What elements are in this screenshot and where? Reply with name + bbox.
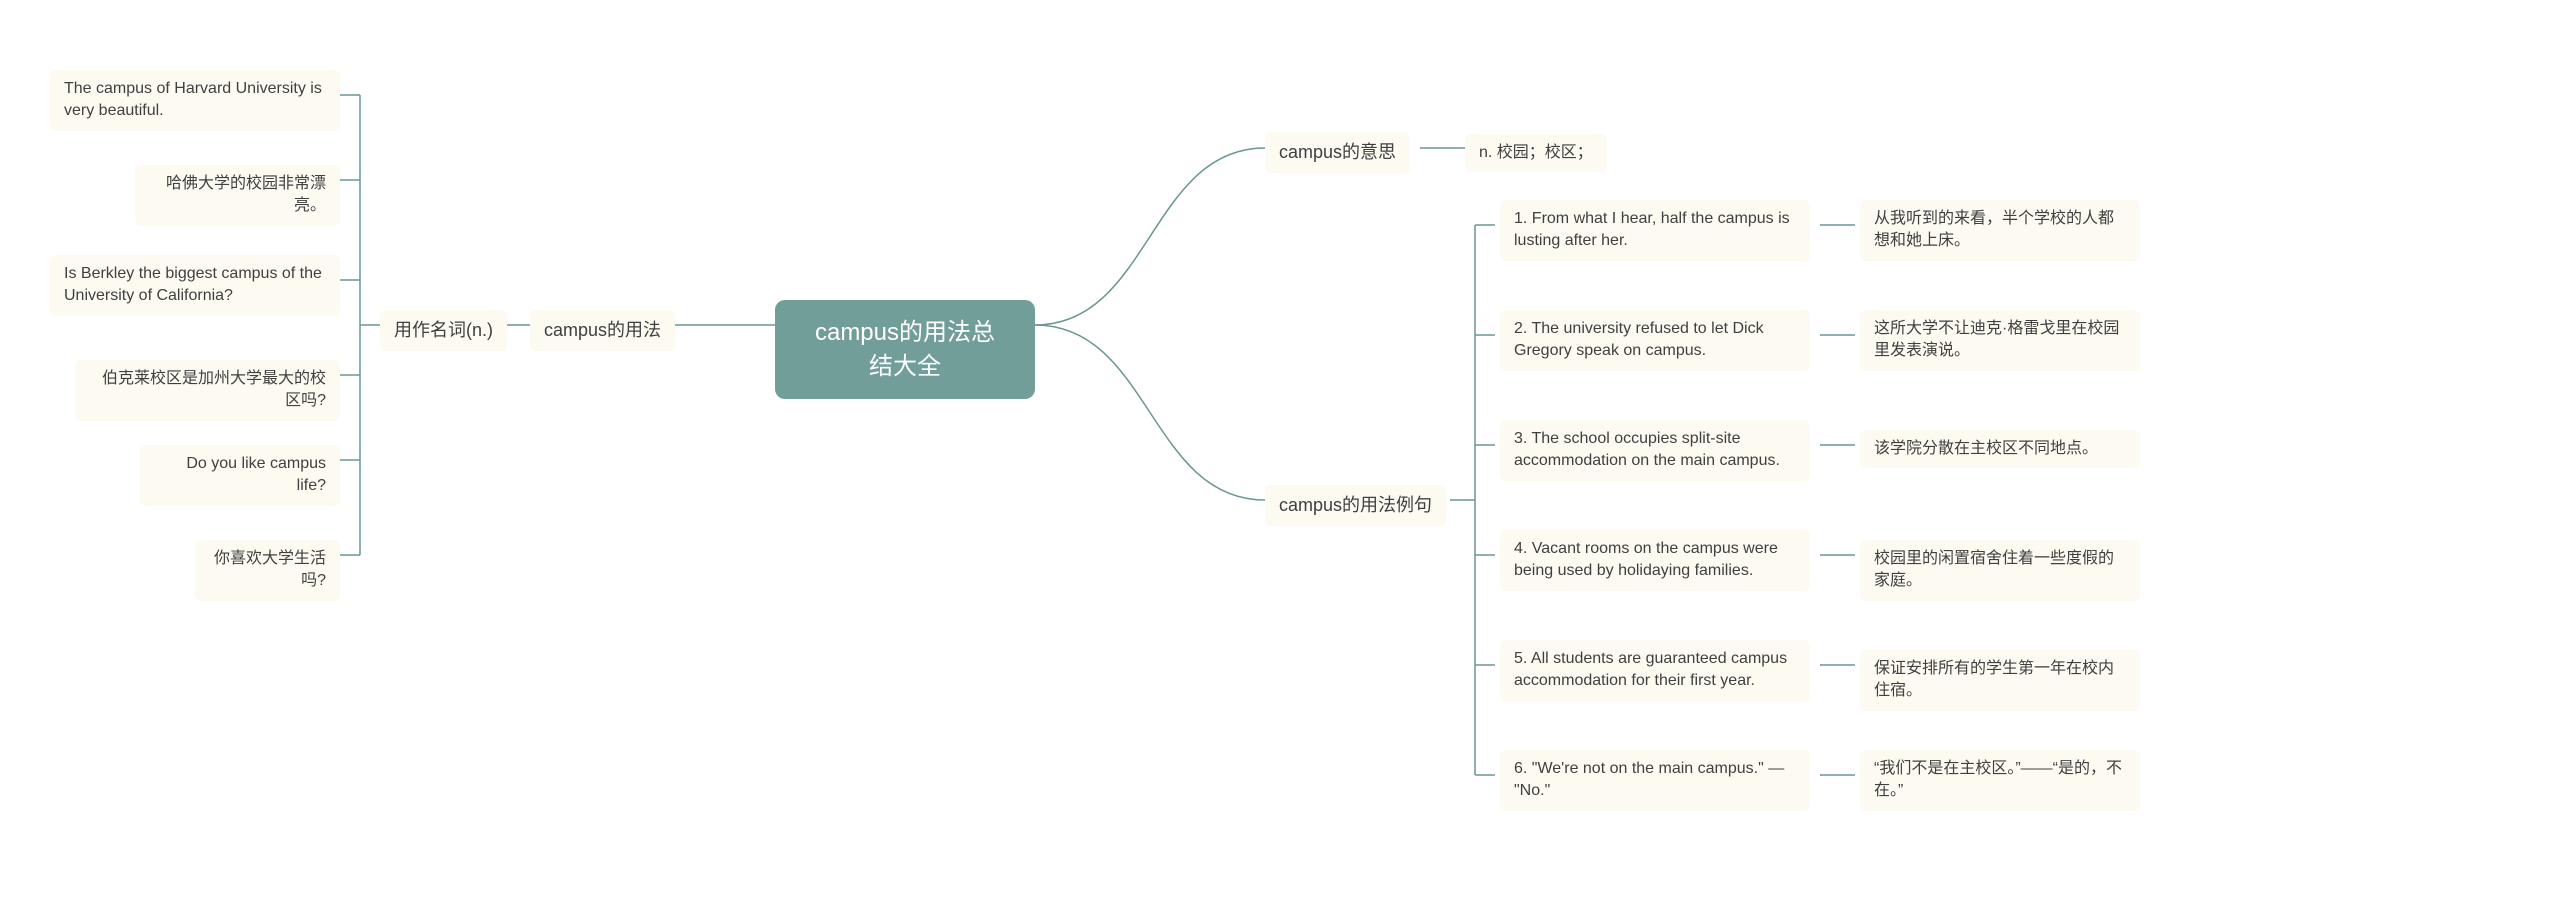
example-en-2[interactable]: 3. The school occupies split-site accomm…: [1500, 420, 1810, 481]
left-sub-noun[interactable]: 用作名词(n.): [380, 310, 507, 351]
left-item-1[interactable]: 哈佛大学的校园非常漂亮。: [135, 165, 340, 226]
right-meaning-def[interactable]: n. 校园；校区；: [1465, 134, 1607, 172]
left-item-5[interactable]: 你喜欢大学生活吗?: [195, 540, 340, 601]
example-zh-1[interactable]: 这所大学不让迪克·格雷戈里在校园里发表演说。: [1860, 310, 2140, 371]
example-en-4[interactable]: 5. All students are guaranteed campus ac…: [1500, 640, 1810, 701]
example-zh-2[interactable]: 该学院分散在主校区不同地点。: [1860, 430, 2140, 468]
example-en-3[interactable]: 4. Vacant rooms on the campus were being…: [1500, 530, 1810, 591]
root-node[interactable]: campus的用法总结大全: [775, 300, 1035, 399]
right-branch-examples[interactable]: campus的用法例句: [1265, 485, 1446, 526]
example-zh-0[interactable]: 从我听到的来看，半个学校的人都想和她上床。: [1860, 200, 2140, 261]
left-item-3[interactable]: 伯克莱校区是加州大学最大的校区吗?: [75, 360, 340, 421]
example-en-1[interactable]: 2. The university refused to let Dick Gr…: [1500, 310, 1810, 371]
left-item-4[interactable]: Do you like campus life?: [140, 445, 340, 506]
example-en-0[interactable]: 1. From what I hear, half the campus is …: [1500, 200, 1810, 261]
example-zh-5[interactable]: “我们不是在主校区。”——“是的，不在。”: [1860, 750, 2140, 811]
left-item-2[interactable]: Is Berkley the biggest campus of the Uni…: [50, 255, 340, 316]
left-branch-usage[interactable]: campus的用法: [530, 310, 675, 351]
left-item-0[interactable]: The campus of Harvard University is very…: [50, 70, 340, 131]
example-zh-3[interactable]: 校园里的闲置宿舍住着一些度假的家庭。: [1860, 540, 2140, 601]
example-en-5[interactable]: 6. "We're not on the main campus." — "No…: [1500, 750, 1810, 811]
right-branch-meaning[interactable]: campus的意思: [1265, 132, 1410, 173]
example-zh-4[interactable]: 保证安排所有的学生第一年在校内住宿。: [1860, 650, 2140, 711]
